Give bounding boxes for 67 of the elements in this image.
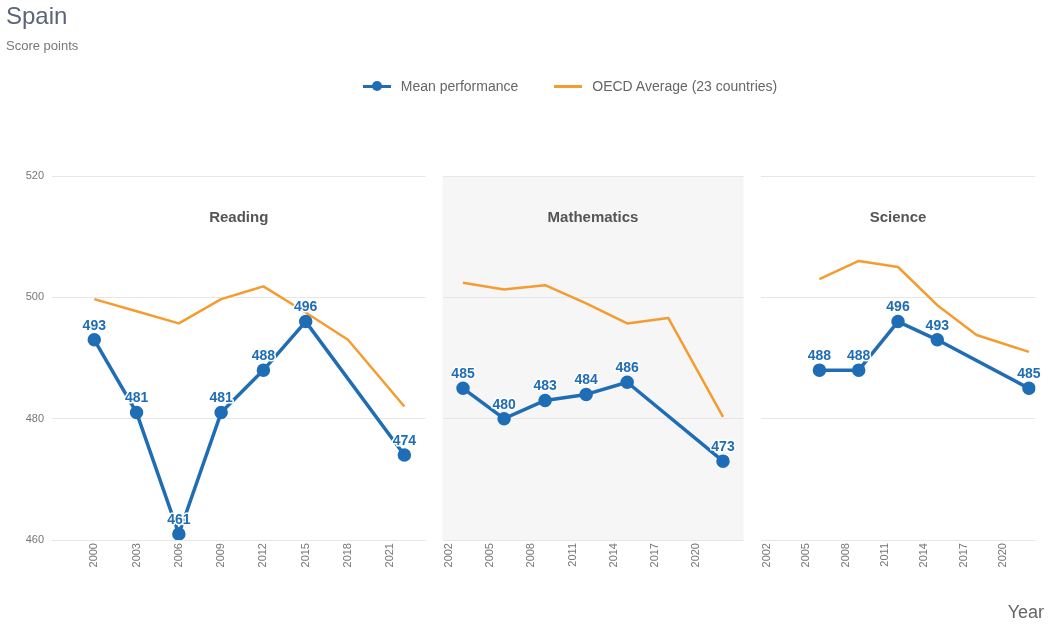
point: [456, 381, 470, 396]
point: [87, 333, 102, 347]
x-tick-label: 2020: [688, 543, 701, 568]
x-tick-label: 2008: [524, 543, 537, 568]
legend-label: Mean performance: [400, 78, 519, 94]
point: [851, 363, 866, 377]
data-label: 486: [615, 359, 640, 376]
x-tick-label: 2002: [760, 543, 773, 568]
data-label: 481: [209, 389, 234, 406]
x-tick-label: 2008: [838, 543, 851, 568]
y-tick-label: 520: [25, 169, 44, 182]
point: [579, 387, 593, 402]
x-tick-label: 2003: [129, 543, 142, 568]
x-tick-label: 2014: [606, 543, 619, 568]
point: [620, 375, 634, 390]
x-tick-label: 2002: [442, 543, 455, 568]
point: [172, 527, 186, 540]
x-tick-label: 2014: [917, 543, 930, 568]
data-label: 483: [533, 377, 558, 394]
x-tick-label: 2017: [956, 543, 969, 568]
data-label: 488: [807, 346, 832, 363]
data-label: 485: [1017, 365, 1041, 382]
x-tick-label: 2021: [383, 543, 396, 568]
point: [497, 411, 511, 426]
data-label: 496: [886, 298, 910, 315]
point: [812, 363, 827, 377]
x-tick-label: 2005: [799, 543, 812, 568]
point: [716, 454, 730, 468]
data-label: 480: [492, 395, 516, 412]
chart-title: Spain: [6, 2, 68, 30]
data-label: 473: [711, 437, 735, 454]
data-label: 493: [925, 316, 950, 333]
data-label: 488: [847, 346, 871, 363]
data-label: 493: [82, 316, 107, 333]
data-label: 485: [451, 365, 475, 382]
annotation: Science: [869, 208, 927, 226]
point: [1022, 381, 1036, 396]
x-tick-label: 2015: [298, 543, 311, 568]
point: [397, 448, 412, 462]
point: [538, 393, 552, 408]
data-label: 488: [251, 346, 276, 363]
y-tick-label: 460: [25, 533, 44, 546]
x-tick-label: 2017: [647, 543, 660, 568]
x-axis-title: Year: [1006, 602, 1044, 623]
legend-label: OECD Average (23 countries): [592, 78, 778, 94]
chart-subtitle: Score points: [6, 38, 79, 53]
x-tick-label: 2011: [877, 543, 890, 567]
y-tick-label: 500: [25, 290, 44, 303]
data-label: 484: [574, 371, 599, 388]
x-tick-label: 2011: [565, 543, 578, 567]
point: [214, 405, 228, 420]
point: [129, 405, 144, 420]
x-tick-label: 2009: [214, 543, 227, 568]
x-tick-label: 2006: [171, 543, 184, 568]
x-tick-label: 2005: [483, 543, 496, 568]
point: [891, 314, 905, 329]
y-tick-label: 480: [25, 411, 44, 424]
data-label: 496: [294, 298, 318, 315]
point: [930, 333, 945, 347]
x-tick-label: 2012: [256, 543, 269, 568]
annotation: Reading: [209, 208, 269, 226]
x-tick-label: 2020: [995, 543, 1008, 568]
x-tick-label: 2018: [341, 543, 354, 568]
point: [298, 314, 313, 329]
point: [256, 363, 271, 377]
x-tick-label: 2000: [87, 543, 100, 568]
annotation: Mathematics: [547, 208, 639, 226]
